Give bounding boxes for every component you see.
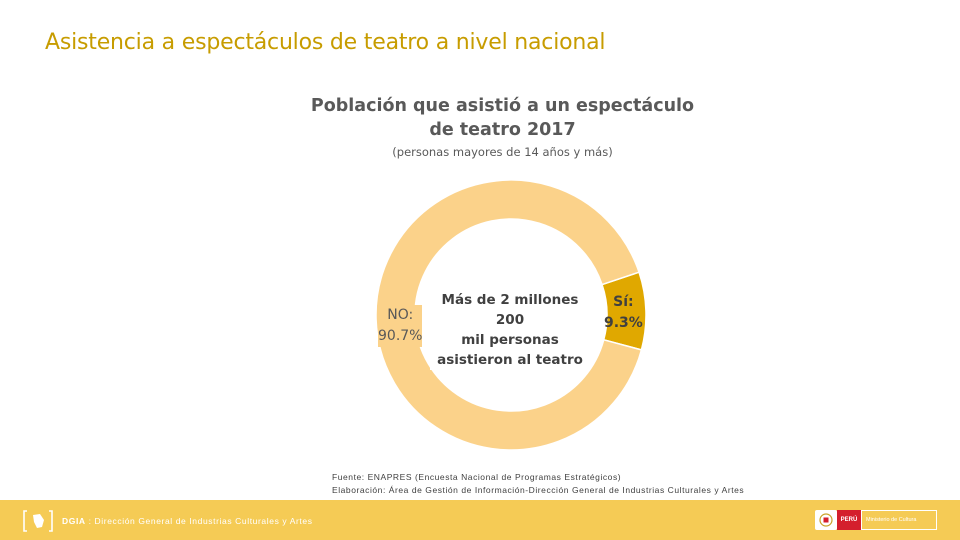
peru-seal-icon (815, 510, 837, 530)
footer-bar: DGIA : Dirección General de Industrias C… (0, 500, 960, 540)
chart-title: Población que asistió a un espectáculo d… (310, 96, 695, 140)
center-text-line-3: asistieron al teatro (437, 352, 583, 368)
slice-label-si-value: 9.3% (604, 315, 643, 331)
center-text-line-2: mil personas (461, 332, 559, 348)
slice-label-no-name: NO: (387, 307, 414, 323)
peru-label: PERÚ (837, 510, 861, 530)
source-line-1: Fuente: ENAPRES (Encuesta Nacional de Pr… (332, 472, 622, 482)
slice-label-no: NO: 90.7% (378, 305, 423, 347)
footer-org-abbr: DGIA (62, 516, 86, 526)
footer-org: DGIA : Dirección General de Industrias C… (62, 516, 313, 526)
chart-subtitle: (personas mayores de 14 años y más) (392, 145, 613, 159)
slice-label-si-name: Sí: (613, 294, 634, 310)
footer-org-name: : Dirección General de Industrias Cultur… (85, 516, 313, 526)
page-title: Asistencia a espectáculos de teatro a ni… (45, 30, 606, 55)
donut-slice-no (375, 179, 643, 451)
source-line-2: Elaboración: Área de Gestión de Informac… (332, 485, 745, 495)
slice-label-no-value: 90.7% (378, 328, 423, 344)
slice-label-si: Sí: 9.3% (604, 292, 643, 334)
source-note: Fuente: ENAPRES (Encuesta Nacional de Pr… (332, 471, 744, 497)
donut-center-text: Más de 2 millones 200 mil personas asist… (430, 290, 590, 370)
dgia-logo-icon (23, 510, 53, 532)
center-text-line-1: Más de 2 millones 200 (441, 292, 579, 328)
ministry-label: Ministerio de Cultura (861, 510, 937, 530)
